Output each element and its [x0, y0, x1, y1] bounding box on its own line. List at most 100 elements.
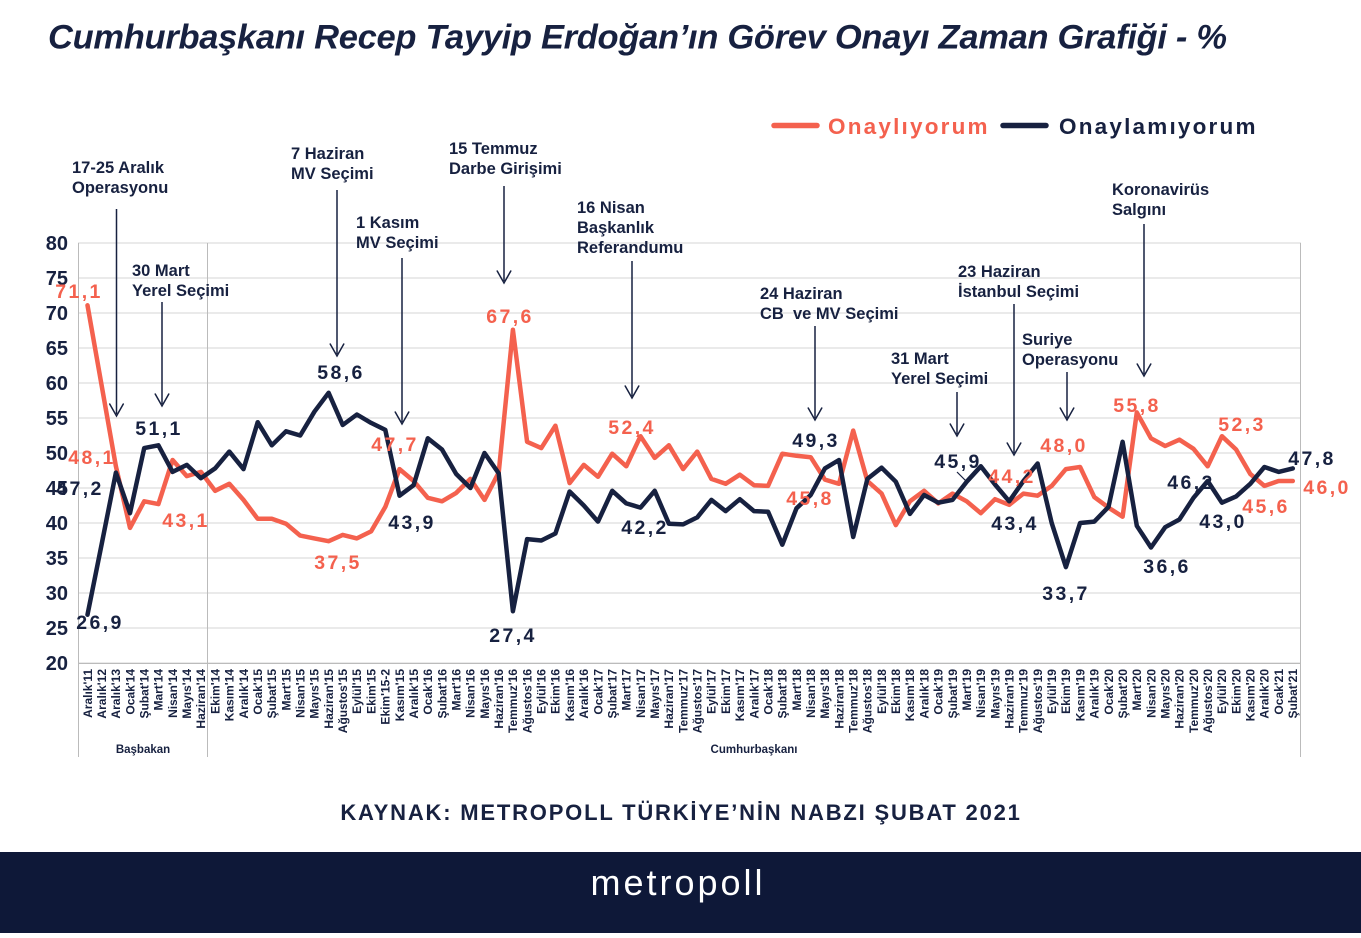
- svg-text:Ağustos'19: Ağustos'19: [1031, 669, 1045, 734]
- svg-text:metropoll: metropoll: [590, 862, 765, 903]
- svg-text:Mayıs'16: Mayıs'16: [478, 669, 492, 719]
- svg-text:48,1: 48,1: [68, 447, 116, 469]
- svg-text:Yerel Seçimi: Yerel Seçimi: [132, 282, 229, 300]
- svg-text:70: 70: [46, 303, 68, 325]
- svg-text:Şubat'14: Şubat'14: [138, 669, 152, 719]
- svg-text:Ağustos'18: Ağustos'18: [861, 669, 875, 734]
- svg-text:Şubat'21: Şubat'21: [1286, 669, 1300, 719]
- svg-text:25: 25: [46, 618, 68, 640]
- svg-text:Şubat'17: Şubat'17: [606, 669, 620, 719]
- svg-text:48,0: 48,0: [1040, 435, 1088, 457]
- svg-text:Başkanlık: Başkanlık: [577, 219, 655, 237]
- svg-text:Mart'16: Mart'16: [450, 669, 464, 711]
- svg-text:20: 20: [46, 653, 68, 675]
- svg-text:43,9: 43,9: [388, 512, 436, 534]
- svg-text:Suriye: Suriye: [1022, 331, 1072, 349]
- svg-text:Ocak'17: Ocak'17: [591, 669, 605, 715]
- svg-text:Ocak'14: Ocak'14: [123, 669, 137, 715]
- svg-text:Nisan'20: Nisan'20: [1144, 669, 1158, 718]
- svg-text:Ekim'14: Ekim'14: [208, 669, 222, 714]
- svg-text:MV Seçimi: MV Seçimi: [356, 234, 439, 252]
- svg-text:Ekim'15: Ekim'15: [364, 669, 378, 714]
- svg-text:27,4: 27,4: [489, 625, 537, 647]
- svg-text:40: 40: [46, 513, 68, 535]
- svg-text:47,7: 47,7: [371, 434, 419, 456]
- svg-text:KAYNAK: METROPOLL TÜRKİYE’NİN: KAYNAK: METROPOLL TÜRKİYE’NİN NABZI ŞUBA…: [340, 800, 1021, 825]
- svg-text:Aralık'14: Aralık'14: [237, 669, 251, 719]
- svg-text:Aralık'20: Aralık'20: [1258, 669, 1272, 719]
- svg-text:Eylül'20: Eylül'20: [1215, 669, 1229, 714]
- svg-text:Ekim'18: Ekim'18: [889, 669, 903, 714]
- svg-text:45,6: 45,6: [1242, 496, 1290, 518]
- svg-text:Ocak'18: Ocak'18: [761, 669, 775, 715]
- svg-text:51,1: 51,1: [135, 418, 183, 440]
- svg-text:Mart'19: Mart'19: [960, 669, 974, 711]
- svg-text:Eylül'19: Eylül'19: [1045, 669, 1059, 714]
- svg-text:Şubat'18: Şubat'18: [776, 669, 790, 719]
- svg-text:45: 45: [46, 478, 68, 500]
- svg-text:Eylül'17: Eylül'17: [705, 669, 719, 714]
- svg-text:49,3: 49,3: [792, 430, 840, 452]
- svg-text:Mayıs'14: Mayıs'14: [180, 669, 194, 719]
- svg-text:Eylül'15: Eylül'15: [350, 669, 364, 714]
- svg-text:MV Seçimi: MV Seçimi: [291, 165, 374, 183]
- svg-text:Aralık'18: Aralık'18: [917, 669, 931, 719]
- svg-text:Ekim'15-2: Ekim'15-2: [379, 669, 393, 725]
- svg-text:Mayıs'20: Mayıs'20: [1159, 669, 1173, 719]
- svg-text:Temmuz'19: Temmuz'19: [1017, 669, 1031, 733]
- svg-text:30: 30: [46, 583, 68, 605]
- svg-text:Onaylıyorum: Onaylıyorum: [828, 114, 990, 139]
- svg-text:Nisan'19: Nisan'19: [974, 669, 988, 718]
- svg-text:60: 60: [46, 373, 68, 395]
- svg-text:Haziran'18: Haziran'18: [832, 669, 846, 729]
- svg-text:Aralık'19: Aralık'19: [1088, 669, 1102, 719]
- svg-text:7 Haziran: 7 Haziran: [291, 145, 364, 163]
- svg-text:Aralık'13: Aralık'13: [109, 669, 123, 719]
- svg-text:Darbe Girişimi: Darbe Girişimi: [449, 160, 562, 178]
- svg-text:Kasım'18: Kasım'18: [903, 669, 917, 722]
- svg-text:Koronavirüs: Koronavirüs: [1112, 181, 1209, 199]
- svg-text:Ağustos'17: Ağustos'17: [691, 669, 705, 734]
- svg-text:65: 65: [46, 338, 68, 360]
- svg-text:Onaylamıyorum: Onaylamıyorum: [1059, 114, 1258, 139]
- svg-text:Ağustos'20: Ağustos'20: [1201, 669, 1215, 734]
- svg-text:Mart'15: Mart'15: [279, 669, 293, 711]
- svg-text:47,8: 47,8: [1288, 448, 1336, 470]
- svg-text:Ekim'17: Ekim'17: [719, 669, 733, 714]
- svg-text:47,2: 47,2: [56, 478, 104, 500]
- svg-text:37,5: 37,5: [314, 552, 362, 574]
- svg-text:Şubat'19: Şubat'19: [946, 669, 960, 719]
- svg-text:Nisan'18: Nisan'18: [804, 669, 818, 718]
- svg-text:75: 75: [46, 268, 68, 290]
- svg-text:52,3: 52,3: [1218, 414, 1266, 436]
- svg-text:Kasım'20: Kasım'20: [1244, 669, 1258, 722]
- svg-text:Salgını: Salgını: [1112, 201, 1166, 219]
- svg-text:Yerel Seçimi: Yerel Seçimi: [891, 370, 988, 388]
- svg-text:Temmuz'16: Temmuz'16: [506, 669, 520, 733]
- svg-text:Haziran'14: Haziran'14: [194, 669, 208, 729]
- svg-text:Mayıs'15: Mayıs'15: [308, 669, 322, 719]
- svg-text:Ocak'20: Ocak'20: [1102, 669, 1116, 715]
- svg-text:Haziran'19: Haziran'19: [1003, 669, 1017, 729]
- svg-text:45,9: 45,9: [934, 451, 982, 473]
- svg-text:31 Mart: 31 Mart: [891, 350, 949, 368]
- svg-text:Ağustos'15: Ağustos'15: [336, 669, 350, 734]
- svg-text:Haziran'16: Haziran'16: [492, 669, 506, 729]
- svg-text:36,6: 36,6: [1143, 556, 1191, 578]
- svg-text:55,8: 55,8: [1113, 395, 1161, 417]
- svg-text:Başbakan: Başbakan: [116, 744, 170, 756]
- svg-text:Temmuz'18: Temmuz'18: [847, 669, 861, 733]
- svg-text:58,6: 58,6: [317, 362, 365, 384]
- svg-text:Mayıs'17: Mayıs'17: [648, 669, 662, 719]
- svg-text:İstanbul Seçimi: İstanbul Seçimi: [958, 283, 1079, 301]
- svg-text:Haziran'17: Haziran'17: [662, 669, 676, 729]
- svg-text:23 Haziran: 23 Haziran: [958, 263, 1041, 281]
- svg-text:Nisan'17: Nisan'17: [634, 669, 648, 718]
- svg-text:Şubat'15: Şubat'15: [265, 669, 279, 719]
- svg-text:Mart'20: Mart'20: [1130, 669, 1144, 711]
- svg-text:Kasım'19: Kasım'19: [1073, 669, 1087, 722]
- svg-text:Cumhurbaşkanı: Cumhurbaşkanı: [711, 744, 798, 756]
- svg-text:Ocak'19: Ocak'19: [932, 669, 946, 715]
- svg-text:46,0: 46,0: [1303, 477, 1351, 499]
- svg-text:43,1: 43,1: [162, 510, 210, 532]
